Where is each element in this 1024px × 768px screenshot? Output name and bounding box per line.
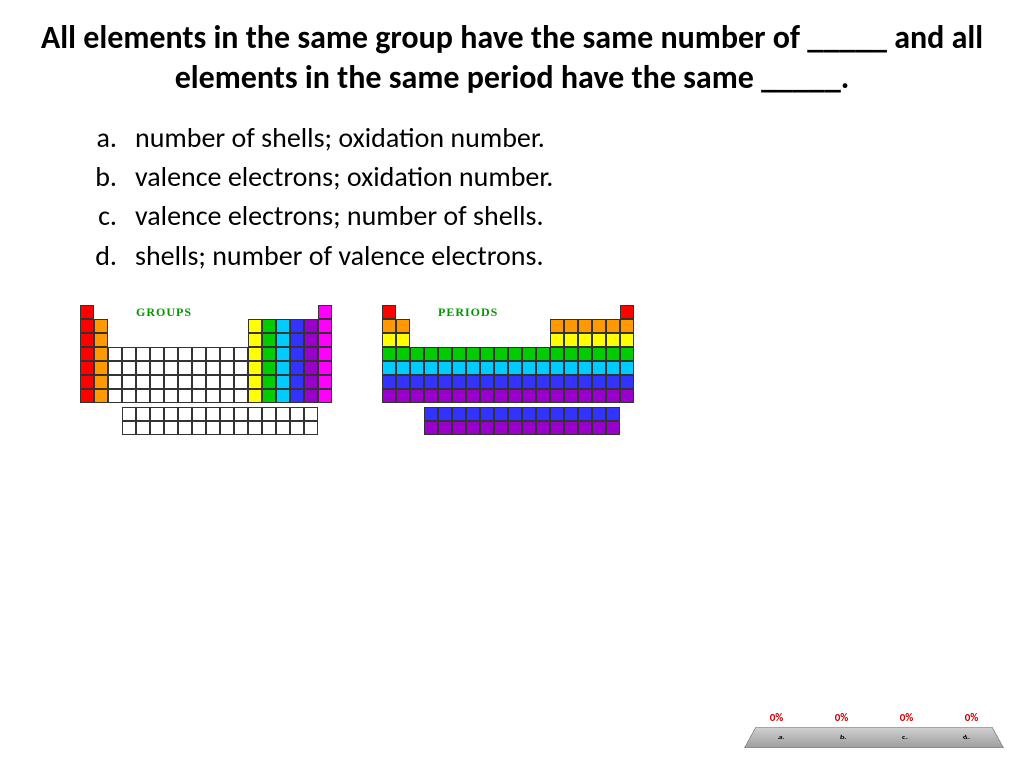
percent-b: 0% <box>835 711 849 724</box>
result-label-b: b. <box>839 733 847 741</box>
option-a: a. number of shells; oxidation number. <box>90 118 984 157</box>
option-text: valence electrons; number of shells. <box>135 196 544 235</box>
percent-a: 0% <box>770 711 784 724</box>
groups-diagram: GROUPS <box>80 305 332 435</box>
results-platform: a. b. c. d. <box>744 727 1004 748</box>
option-letter: a. <box>90 118 135 157</box>
result-label-a: a. <box>777 733 787 741</box>
option-text: valence electrons; oxidation number. <box>135 157 553 196</box>
periodic-diagrams: GROUPS PERIODS <box>80 305 984 435</box>
groups-lanthanides <box>122 407 332 435</box>
percent-c: 0% <box>900 711 914 724</box>
result-label-c: c. <box>901 733 908 741</box>
option-text: shells; number of valence electrons. <box>135 236 544 275</box>
option-d: d. shells; number of valence electrons. <box>90 236 984 275</box>
answer-options: a. number of shells; oxidation number. b… <box>90 118 984 275</box>
percent-d: 0% <box>965 711 979 724</box>
option-text: number of shells; oxidation number. <box>135 118 545 157</box>
periods-diagram: PERIODS <box>382 305 634 435</box>
result-label-d: d. <box>961 733 971 741</box>
results-panel: 0% 0% 0% 0% a. b. c. d. <box>744 688 1004 748</box>
option-letter: c. <box>90 196 135 235</box>
option-c: c. valence electrons; number of shells. <box>90 196 984 235</box>
periods-table: PERIODS <box>382 305 634 403</box>
groups-table: GROUPS <box>80 305 332 403</box>
question-title: All elements in the same group have the … <box>40 18 984 98</box>
option-letter: d. <box>90 236 135 275</box>
option-b: b. valence electrons; oxidation number. <box>90 157 984 196</box>
results-percents: 0% 0% 0% 0% <box>744 711 1004 724</box>
periods-lanthanides <box>424 407 634 435</box>
option-letter: b. <box>90 157 135 196</box>
